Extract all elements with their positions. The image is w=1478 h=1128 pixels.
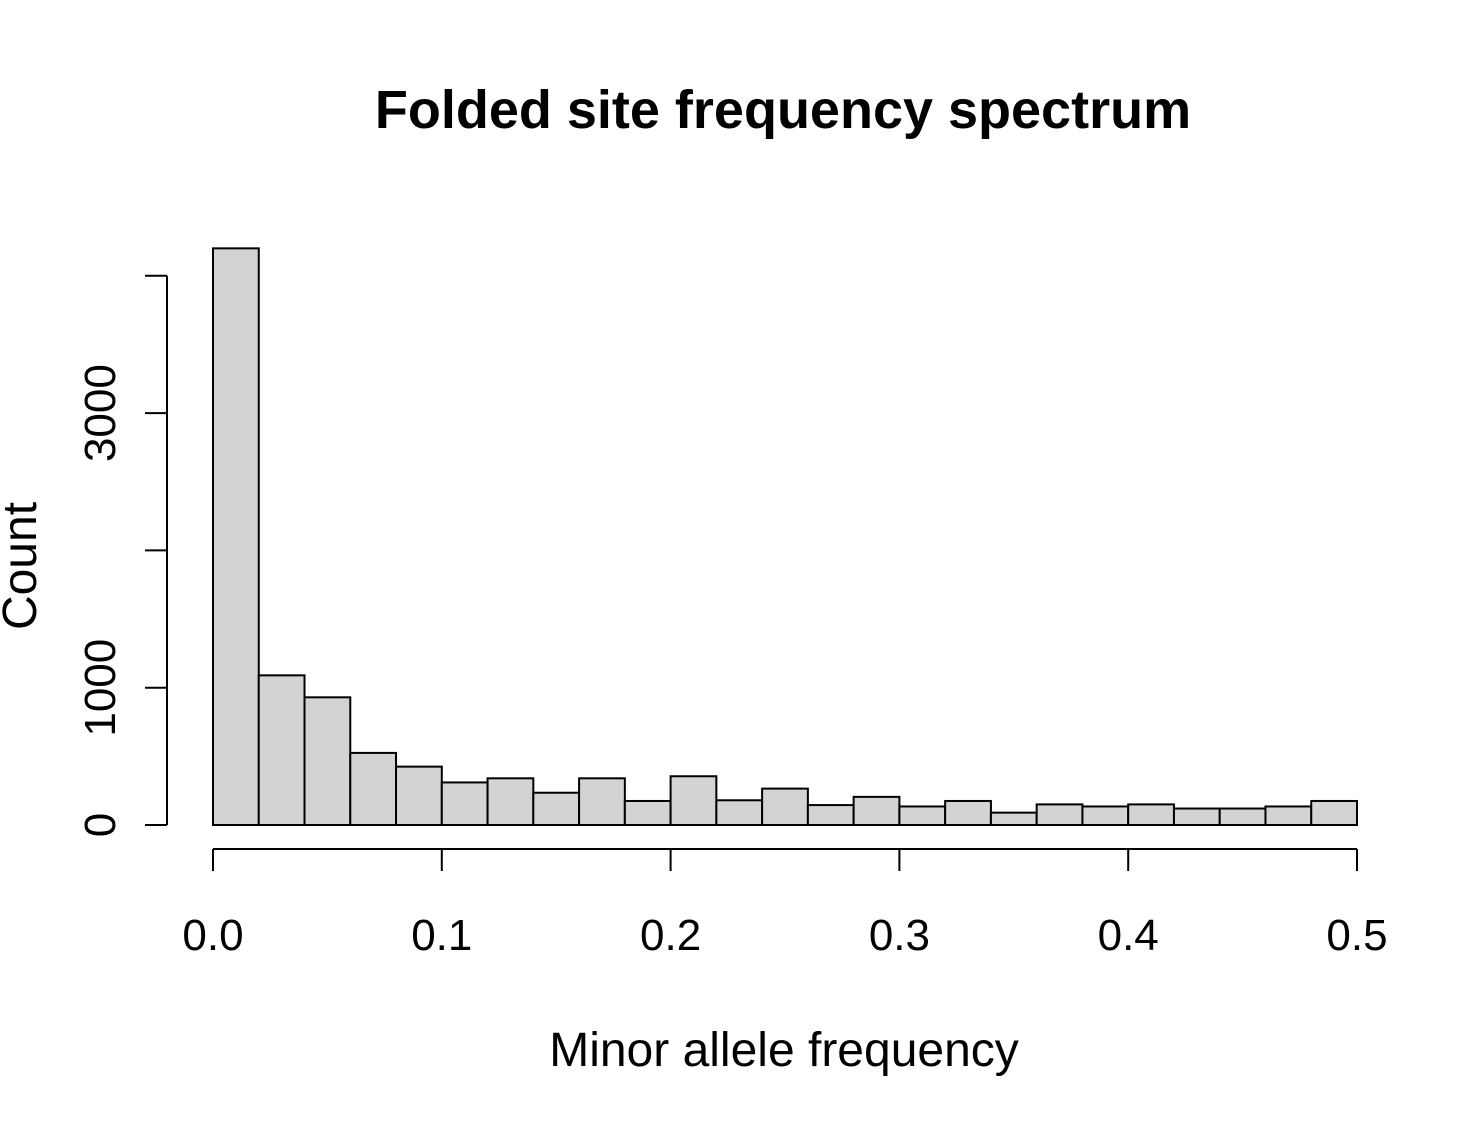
y-tick-label: 3000 [76, 364, 125, 462]
histogram-bar [806, 804, 855, 826]
histogram-bar [623, 799, 672, 826]
chart-title: Folded site frequency spectrum [375, 80, 1191, 140]
histogram-bar [395, 765, 443, 827]
y-axis-label: Count [0, 502, 47, 630]
bars-group [212, 247, 1358, 827]
histogram-bar [349, 751, 398, 826]
histogram-bar [989, 811, 1038, 827]
histogram-bar [852, 795, 901, 827]
histogram-bar [1172, 807, 1221, 826]
histogram-bar [532, 791, 581, 826]
histogram-bar [715, 799, 764, 827]
x-axis-label: Minor allele frequency [549, 1024, 1019, 1077]
histogram-bar [486, 777, 535, 826]
histogram-bar [1127, 803, 1175, 827]
histogram-bar [1081, 805, 1130, 826]
histogram-bar [1310, 799, 1358, 826]
histogram-bar [303, 696, 352, 826]
y-tick-label: 0 [76, 813, 125, 837]
x-tick-label: 0.4 [1098, 911, 1159, 960]
histogram-bar [212, 247, 260, 826]
histogram-bar [257, 674, 306, 827]
y-axis: 0 1000 3000 [76, 274, 168, 837]
x-tick-label: 0.2 [640, 911, 701, 960]
histogram-bar [1035, 803, 1084, 827]
x-tick-label: 0.3 [869, 911, 930, 960]
histogram-bar [761, 787, 809, 826]
x-axis: 0.0 0.1 0.2 0.3 0.4 0.5 [182, 848, 1388, 960]
histogram-bar [898, 805, 947, 826]
histogram-bar [944, 799, 992, 826]
histogram-bar [1218, 807, 1267, 826]
x-tick-label: 0.5 [1326, 911, 1387, 960]
x-tick-label: 0.0 [182, 911, 243, 960]
histogram-bar [440, 781, 489, 827]
histogram-bar [1264, 805, 1313, 826]
x-tick-label: 0.1 [411, 911, 472, 960]
histogram-bar [578, 777, 626, 826]
y-tick-label: 1000 [76, 639, 125, 737]
histogram-bar [669, 775, 718, 826]
